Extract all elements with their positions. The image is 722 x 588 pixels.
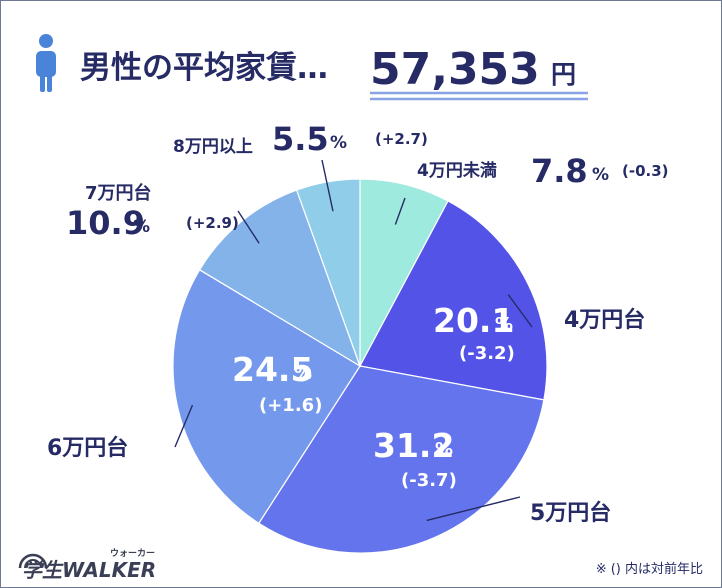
leader-line-3 bbox=[426, 496, 521, 522]
page-title: 男性の平均家賃… bbox=[80, 50, 328, 86]
leader-line-2 bbox=[507, 294, 533, 328]
pie-slices bbox=[172, 178, 548, 554]
slice-percent-sign: % bbox=[592, 165, 609, 185]
pie-slice-6 bbox=[295, 178, 361, 367]
slice-percent-sign: % bbox=[330, 133, 347, 153]
slice-category-label: 4万円台 bbox=[564, 307, 645, 333]
slice-change-label: (+1.6) bbox=[259, 395, 322, 416]
leader-line-6 bbox=[321, 159, 334, 212]
leader-line-4 bbox=[174, 404, 194, 448]
pie-slice-1 bbox=[359, 178, 449, 367]
slice-value-label: 31.2 bbox=[373, 426, 454, 465]
average-rent-unit: 円 bbox=[551, 60, 576, 89]
gakusei-walker-logo: 学生WALKER ウォーカー bbox=[18, 548, 156, 582]
slice-category-label: 4万円未満 bbox=[417, 160, 497, 181]
svg-text:ウォーカー: ウォーカー bbox=[110, 548, 155, 559]
slice-category-label: 6万円台 bbox=[47, 435, 128, 461]
svg-text:学生WALKER: 学生WALKER bbox=[22, 558, 156, 582]
slice-change-label: (-3.7) bbox=[401, 470, 457, 491]
slice-percent-sign: % bbox=[495, 314, 513, 335]
pie-slice-4 bbox=[172, 268, 361, 525]
slice-change-label: (+2.7) bbox=[375, 130, 428, 148]
slice-value-label: 10.9 bbox=[66, 204, 145, 242]
slice-value-label: 7.8 bbox=[531, 152, 588, 190]
leader-line-5 bbox=[237, 210, 260, 244]
slice-labels: 4万円未満 7.8% (-0.3) 4万円台 20.1% (-3.2) 5万円台 31.2% (… bbox=[47, 120, 669, 526]
slice-change-label: (+2.9) bbox=[186, 214, 239, 232]
footnote: ※ () 内は対前年比 bbox=[596, 561, 703, 577]
slice-value-label: 20.1 bbox=[433, 301, 514, 340]
slice-percent-sign: % bbox=[133, 217, 150, 237]
slice-change-label: (-3.2) bbox=[459, 343, 515, 364]
slice-change-label: (-0.3) bbox=[622, 162, 669, 180]
leader-line-1 bbox=[394, 197, 406, 225]
slice-value-label: 24.5 bbox=[232, 350, 313, 389]
pie-slice-5 bbox=[198, 189, 362, 368]
leader-lines bbox=[174, 159, 533, 522]
person-icon bbox=[36, 34, 56, 92]
slice-percent-sign: % bbox=[435, 439, 453, 460]
slice-value-label: 5.5 bbox=[272, 120, 329, 158]
slice-category-label: 5万円台 bbox=[530, 500, 611, 526]
pie-slice-2 bbox=[359, 200, 548, 401]
value-underline bbox=[370, 91, 588, 101]
slice-category-label: 7万円台 bbox=[85, 182, 152, 204]
slice-category-label: 8万円以上 bbox=[173, 137, 253, 157]
slice-percent-sign: % bbox=[294, 363, 312, 384]
average-rent-value: 57,353 bbox=[370, 44, 540, 95]
